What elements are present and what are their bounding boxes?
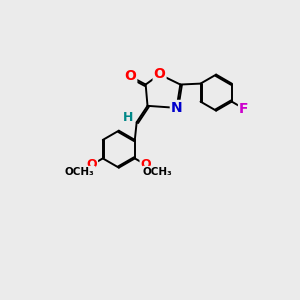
Text: O: O [124, 69, 136, 83]
Text: F: F [239, 102, 248, 116]
Text: O: O [86, 158, 97, 171]
Text: OCH₃: OCH₃ [65, 167, 95, 177]
Text: O: O [140, 158, 151, 171]
Text: H: H [123, 111, 133, 124]
Text: OCH₃: OCH₃ [143, 167, 173, 177]
Text: N: N [171, 101, 182, 115]
Text: O: O [154, 68, 166, 81]
